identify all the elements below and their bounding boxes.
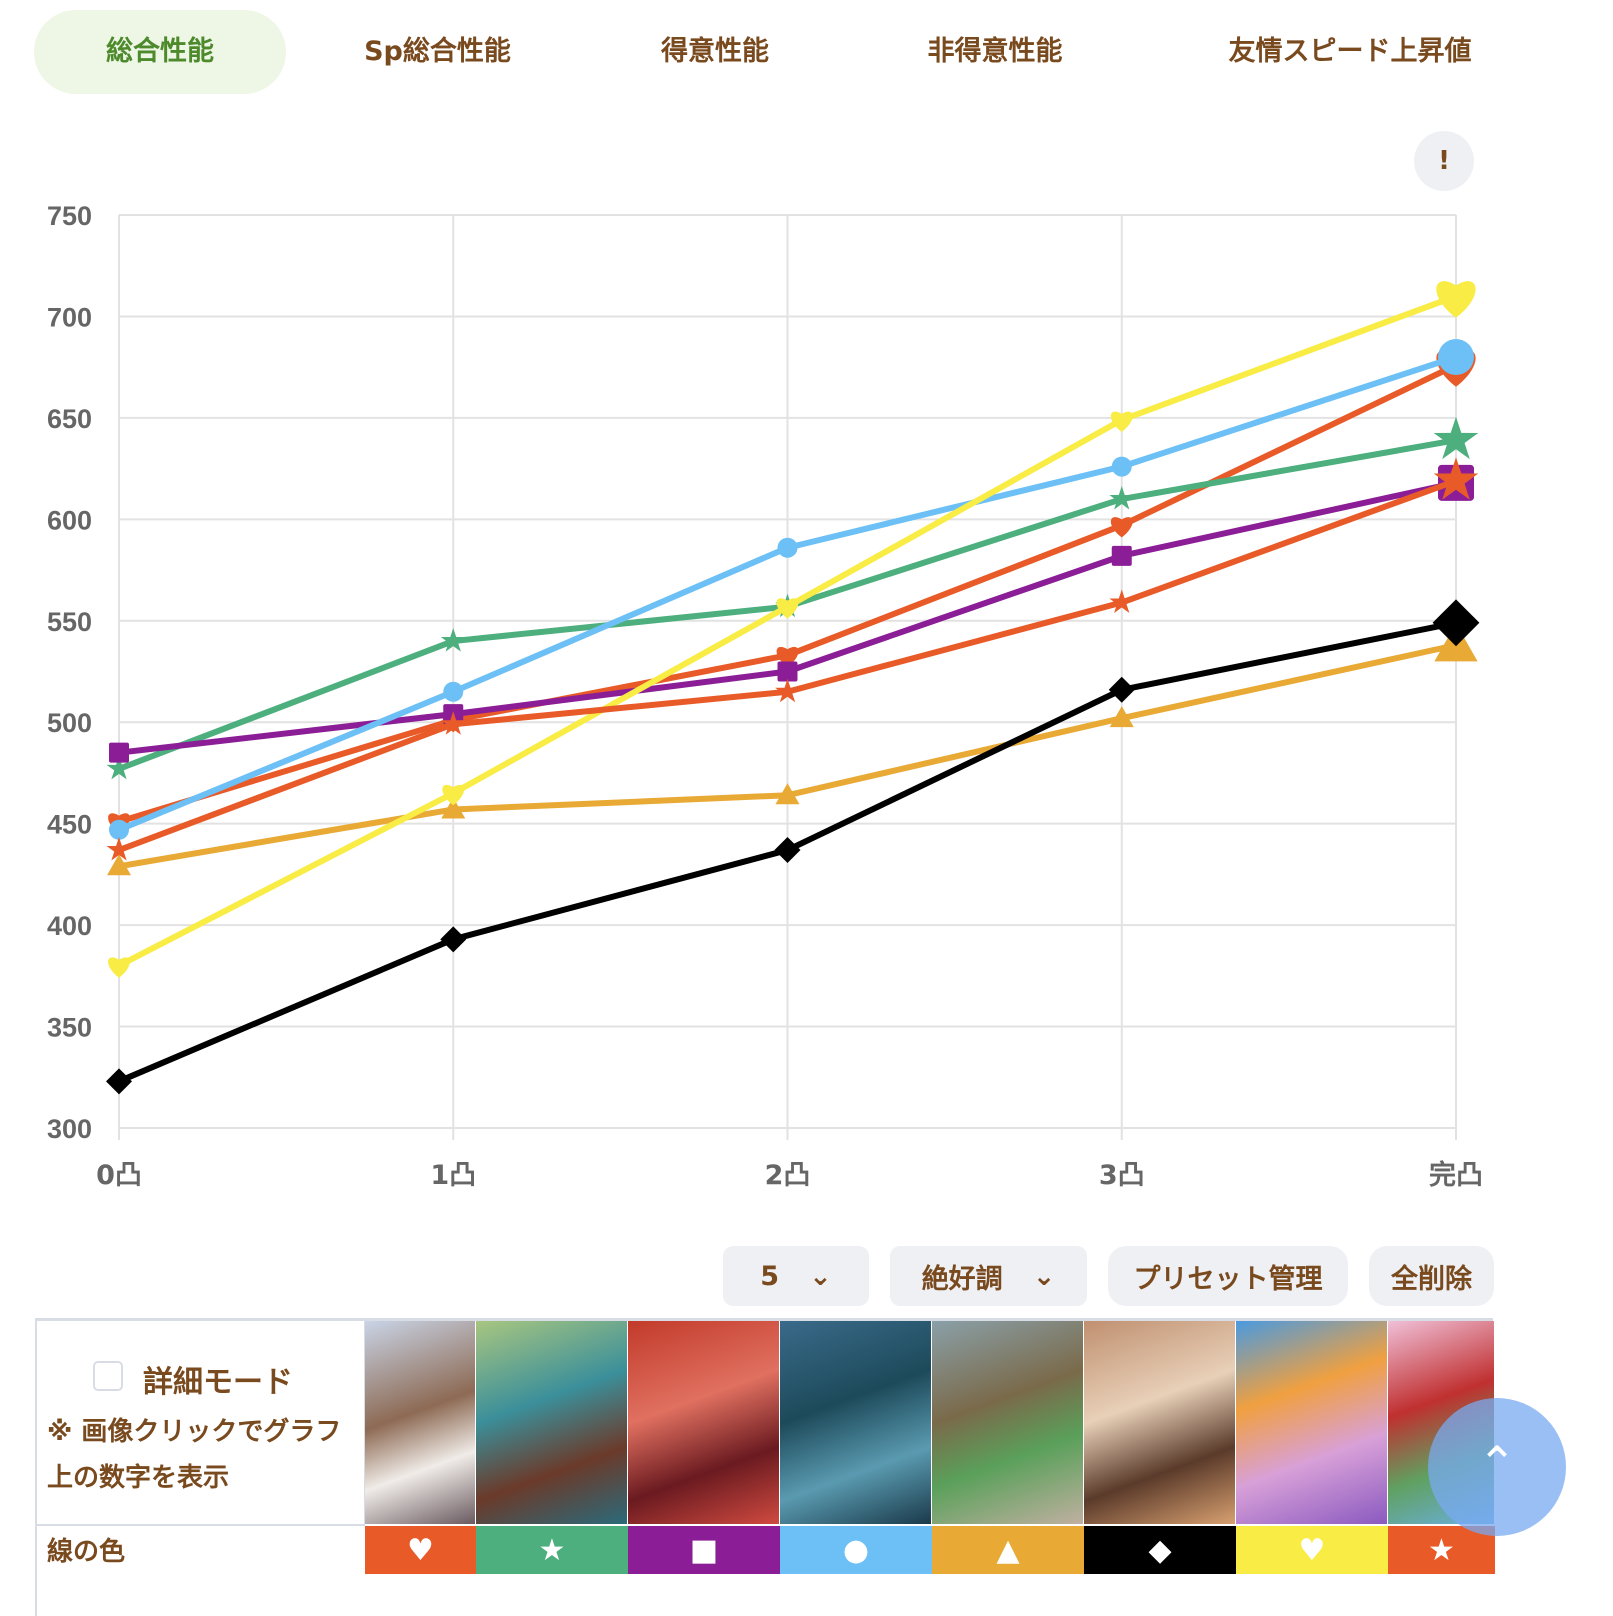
detail-mode-checkbox[interactable] (93, 1361, 123, 1391)
circle-icon: ● (842, 1532, 870, 1568)
x-tick-label: 0凸 (96, 1160, 142, 1191)
data-point (106, 755, 132, 780)
tab-non-specialty[interactable]: 非得意性能 (927, 36, 1063, 67)
support-card-image[interactable] (476, 1321, 628, 1524)
level-select[interactable]: 5 ⌄ (723, 1246, 869, 1306)
y-tick-label: 600 (47, 505, 92, 535)
support-card-image[interactable] (1236, 1321, 1388, 1524)
data-point (107, 854, 131, 876)
chevron-up-icon: ⌃ (1477, 1436, 1517, 1490)
scroll-to-top-button[interactable]: ⌃ (1428, 1398, 1566, 1536)
support-card-image[interactable] (365, 1321, 476, 1524)
y-tick-label: 300 (47, 1114, 92, 1144)
heart-icon: ♥ (407, 1532, 434, 1568)
line-color-swatches: ♥ ★ ■ ● ▲ ◆ ♥ ★ (365, 1526, 1495, 1574)
square-icon: ■ (689, 1532, 719, 1568)
clear-all-button[interactable]: 全削除 (1369, 1246, 1494, 1306)
line-chart: 300 350 400 450 500 550 600 650 700 750 0凸 1凸 2凸 3凸 完凸 (47, 201, 1483, 1191)
line-color-swatch[interactable]: ● (780, 1526, 932, 1574)
data-point (1438, 339, 1474, 376)
data-point (106, 837, 132, 861)
support-card-image[interactable] (932, 1321, 1084, 1524)
x-tick-label: 3凸 (1099, 1160, 1145, 1191)
data-point (1110, 411, 1133, 432)
data-point (776, 598, 799, 619)
level-value: 5 (760, 1260, 780, 1292)
data-point (440, 628, 466, 652)
data-point (1433, 416, 1479, 460)
diamond-icon: ◆ (1148, 1532, 1172, 1568)
y-tick-label: 700 (47, 302, 92, 332)
data-point (440, 926, 467, 953)
info-button[interactable]: ! (1414, 131, 1474, 191)
tab-specialty[interactable]: 得意性能 (661, 36, 769, 67)
x-tick-label: 1凸 (430, 1160, 476, 1191)
data-point (774, 837, 801, 864)
data-point (109, 742, 129, 763)
data-point (109, 819, 129, 840)
card-table: 詳細モード ※ 画像クリックでグラフ上の数字を表示 線の色 ♥ ★ ■ ● ▲ ◆ ♥ ★ (35, 1318, 1495, 1616)
data-point (443, 681, 464, 702)
tab-overall[interactable]: 総合性能 (34, 10, 286, 94)
detail-mode-label: 詳細モード (143, 1365, 293, 1400)
y-tick-label: 650 (47, 404, 92, 434)
heart-icon: ♥ (1298, 1532, 1326, 1568)
support-card-image[interactable] (1084, 1321, 1236, 1524)
data-point (1109, 706, 1134, 728)
data-point (108, 957, 130, 978)
support-card-image[interactable] (780, 1321, 932, 1524)
x-tick-label: 2凸 (765, 1160, 811, 1191)
data-point (775, 783, 800, 805)
y-tick-label: 350 (47, 1013, 92, 1043)
tab-friendship-speed[interactable]: 友情スピード上昇値 (1228, 36, 1472, 67)
tab-sp-overall[interactable]: Sp総合性能 (364, 36, 511, 67)
line-color-swatch[interactable]: ◆ (1084, 1526, 1236, 1574)
data-point (1110, 517, 1133, 538)
data-point (442, 784, 465, 806)
line-color-swatch[interactable]: ★ (1388, 1526, 1495, 1574)
data-point (777, 537, 798, 558)
triangle-icon: ▲ (996, 1532, 1020, 1568)
y-tick-label: 500 (47, 708, 92, 738)
data-point (1432, 599, 1480, 647)
chevron-down-icon: ⌄ (1032, 1260, 1056, 1292)
y-tick-label: 400 (47, 911, 92, 941)
y-tick-label: 550 (47, 607, 92, 637)
x-tick-label: 完凸 (1429, 1159, 1483, 1191)
support-card-image[interactable] (628, 1321, 780, 1524)
star-icon: ★ (1428, 1532, 1455, 1568)
data-point (1433, 457, 1479, 500)
line-color-swatch[interactable]: ▲ (932, 1526, 1084, 1574)
data-point (1111, 456, 1132, 477)
detail-mode-cell: 詳細モード ※ 画像クリックでグラフ上の数字を表示 (37, 1321, 365, 1526)
line-color-swatch[interactable]: ♥ (365, 1526, 476, 1574)
line-color-label: 線の色 (47, 1537, 126, 1567)
chevron-down-icon: ⌄ (809, 1260, 832, 1292)
data-point (1109, 589, 1135, 614)
card-images (365, 1321, 1495, 1524)
data-point (1436, 281, 1476, 318)
y-tick-label: 450 (47, 810, 92, 840)
data-point (106, 1068, 132, 1095)
data-point (1111, 545, 1132, 566)
data-point (775, 678, 800, 703)
note-text: ※ 画像クリックでグラフ上の数字を表示 (47, 1417, 342, 1493)
star-icon: ★ (538, 1532, 566, 1568)
line-color-swatch[interactable]: ■ (628, 1526, 780, 1574)
y-tick-label: 750 (47, 201, 92, 231)
condition-select[interactable]: 絶好調 ⌄ (890, 1246, 1087, 1306)
preset-manage-button[interactable]: プリセット管理 (1108, 1246, 1348, 1306)
data-point (1109, 486, 1135, 510)
data-point (441, 797, 466, 819)
data-point (440, 711, 466, 735)
data-point (777, 661, 798, 682)
line-color-swatch[interactable]: ★ (476, 1526, 628, 1574)
data-point (1108, 676, 1135, 703)
condition-value: 絶好調 (921, 1263, 1003, 1295)
line-color-swatch[interactable]: ♥ (1236, 1526, 1388, 1574)
